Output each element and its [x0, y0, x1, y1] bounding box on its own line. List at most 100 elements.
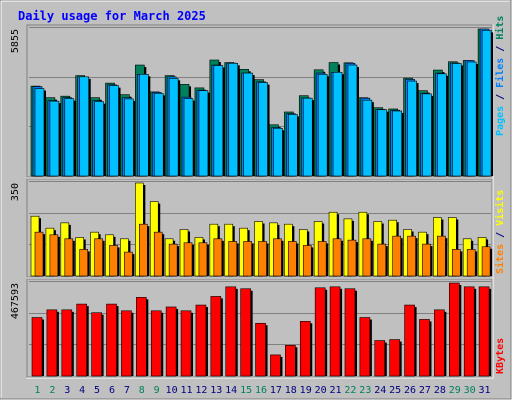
day-label: 4	[79, 385, 85, 396]
pages-bar	[124, 98, 134, 177]
sites-bar	[183, 242, 193, 277]
day-label: 5	[94, 385, 100, 396]
day-label: 19	[300, 385, 312, 396]
kbytes-bar	[329, 286, 341, 377]
kbytes-bar	[225, 286, 237, 377]
pages-bar	[317, 74, 328, 177]
pages-bar	[288, 114, 298, 177]
pages-bar	[258, 82, 268, 177]
series-legend: Pages / Files / Hits Sites / Visits KBytes	[494, 16, 506, 374]
kbytes-bar	[31, 317, 43, 377]
legend-visits: Visits	[494, 190, 506, 226]
pages-bar	[79, 76, 90, 177]
day-label: 29	[449, 385, 461, 396]
kbytes-bar	[136, 297, 147, 377]
pages-bar	[451, 63, 462, 177]
kbytes-bar	[240, 288, 251, 377]
pages-bar	[422, 93, 432, 177]
pages-bar	[183, 98, 194, 177]
kbytes-bar	[165, 306, 177, 377]
pages-bar	[153, 93, 164, 177]
day-label: 18	[285, 385, 297, 396]
sites-bar	[451, 249, 461, 277]
kbytes-bar	[150, 310, 162, 377]
sites-bar	[243, 241, 252, 277]
pages-bar	[273, 127, 283, 177]
pages-bar	[466, 61, 477, 177]
kbytes-bar	[91, 312, 102, 377]
visits-panel-border-dark	[26, 178, 493, 278]
pages-bar	[94, 101, 104, 177]
pages-bar	[392, 110, 402, 177]
day-label: 26	[404, 385, 416, 396]
kbytes-bar	[61, 309, 73, 377]
pages-bar	[213, 65, 224, 177]
day-label: 21	[329, 385, 341, 396]
sites-bar	[94, 238, 103, 277]
y-max-label: 350	[10, 183, 21, 201]
sites-bar	[139, 223, 148, 277]
sites-bar	[198, 242, 208, 277]
sites-bar	[213, 238, 223, 277]
pages-bar	[362, 99, 373, 177]
day-label: 17	[270, 385, 282, 396]
day-label: 10	[166, 385, 178, 396]
legend-sep: /	[495, 226, 506, 244]
day-label: 22	[344, 385, 356, 396]
sites-bar	[258, 241, 267, 277]
pages-bar	[139, 74, 149, 177]
day-label: 13	[210, 385, 222, 396]
kbytes-bar	[255, 322, 266, 377]
visits-sites-panel: 350	[10, 178, 494, 279]
sites-bar	[273, 238, 282, 277]
sites-bar	[153, 231, 163, 277]
y-max-label: 5855	[10, 29, 21, 53]
pages-bar	[437, 73, 447, 177]
pages-bar	[377, 109, 388, 177]
day-label: 28	[434, 385, 446, 396]
day-label: 30	[464, 385, 476, 396]
day-label: 2	[49, 385, 55, 396]
pages-bar	[49, 100, 60, 177]
pages-bar	[243, 72, 253, 177]
day-label: 8	[139, 385, 145, 396]
day-label: 9	[154, 385, 160, 396]
pages-bar	[109, 85, 119, 177]
pages-bar	[34, 88, 45, 177]
kbytes-bar	[76, 303, 88, 377]
pages-bar	[168, 78, 179, 177]
kbytes-bar	[419, 319, 430, 377]
y-max-label: 467593	[10, 283, 21, 319]
sites-bar	[466, 249, 476, 277]
hits-files-pages-panel: 5855	[10, 24, 494, 179]
legend-sites: Sites	[494, 244, 506, 274]
sites-bar	[302, 245, 312, 277]
sites-bar	[317, 241, 327, 277]
kbytes-bar	[389, 339, 400, 377]
pages-bar	[332, 72, 343, 177]
kbytes-bar	[299, 321, 311, 377]
pages-bar	[302, 97, 313, 177]
pages-bar	[481, 30, 492, 177]
kbytes-bar	[448, 282, 460, 377]
kbytes-bar	[374, 340, 386, 377]
sites-bar	[392, 235, 401, 277]
kbytes-bar	[270, 354, 281, 377]
day-label: 31	[479, 385, 491, 396]
sites-bar	[332, 238, 342, 277]
legend-sep: /	[495, 88, 506, 106]
sites-bar	[377, 243, 387, 277]
sites-bar	[49, 234, 59, 277]
kbytes-bar	[344, 288, 356, 377]
kbytes-bar	[463, 286, 475, 377]
sites-bar	[407, 235, 416, 277]
day-label: 16	[255, 385, 267, 396]
kbytes-panel-border-dark	[26, 278, 493, 378]
pages-bar	[407, 80, 417, 177]
day-label: 14	[225, 385, 237, 396]
day-label: 25	[389, 385, 401, 396]
day-label: 6	[109, 385, 115, 396]
kbytes-bar	[210, 296, 222, 377]
day-label: 3	[64, 385, 70, 396]
